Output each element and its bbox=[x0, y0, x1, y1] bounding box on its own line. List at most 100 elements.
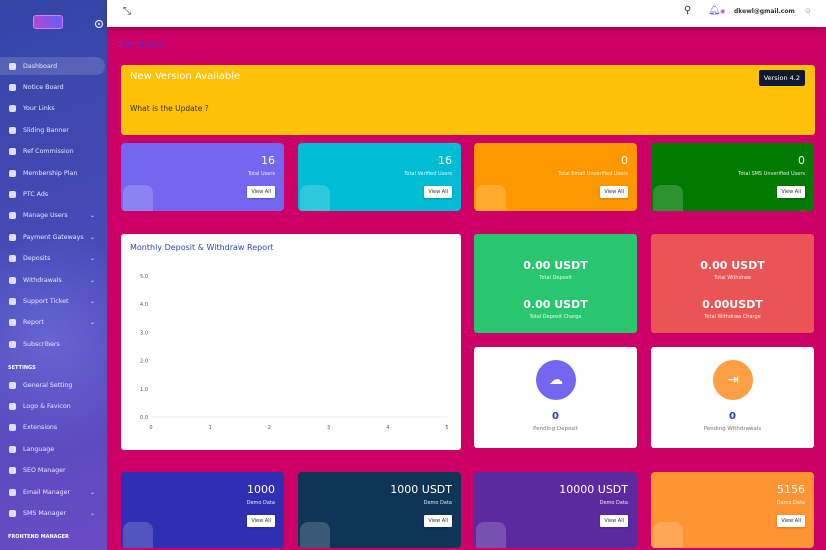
sidebar-item-general-setting[interactable]: General Setting bbox=[0, 376, 105, 394]
sidebar-item-logo-favicon[interactable]: Logo & Favicon bbox=[0, 397, 105, 415]
sidebar-toggle-button[interactable] bbox=[95, 20, 103, 28]
view-all-button[interactable]: View All bbox=[777, 515, 805, 527]
sidebar-item-membership-plan[interactable]: Membership Plan bbox=[0, 164, 105, 182]
sidebar-item-label: SEO Manager bbox=[23, 467, 66, 475]
sidebar-item-report[interactable]: Report ⌄ bbox=[0, 314, 105, 332]
card-label: Total SMS Unverified Users bbox=[738, 171, 805, 177]
demo-card: 5156 Demo Data View All bbox=[651, 472, 814, 548]
sidebar-item-deposits[interactable]: Deposits ⌄ bbox=[0, 250, 105, 268]
globe-icon bbox=[9, 467, 16, 475]
extensions-icon bbox=[9, 424, 16, 432]
sidebar-item-label: Payment Gateways bbox=[23, 233, 84, 241]
stat-card: 0 Total SMS Unverified Users View All bbox=[651, 143, 814, 211]
sidebar-decoration bbox=[0, 230, 107, 450]
sidebar-item-notice-board[interactable]: Notice Board bbox=[0, 78, 105, 96]
search-icon[interactable]: ⚲ bbox=[684, 5, 692, 16]
sidebar-item-label: Logo & Favicon bbox=[23, 402, 71, 410]
version-badge[interactable]: Version 4.2 bbox=[758, 70, 805, 86]
breadcrumb: Dashboard bbox=[121, 40, 165, 49]
users-icon bbox=[123, 185, 153, 211]
mobile-icon bbox=[9, 509, 16, 517]
chevron-down-icon: ⌄ bbox=[89, 276, 95, 284]
card-label: Demo Data bbox=[423, 500, 452, 506]
chevron-down-icon[interactable]: ⊙ bbox=[805, 7, 811, 15]
chevron-down-icon: ⌄ bbox=[89, 297, 95, 305]
sidebar-item-payment-gateways[interactable]: Payment Gateways ⌄ bbox=[0, 228, 105, 246]
y-tick-label: 4.0 bbox=[140, 302, 148, 308]
money-bag-icon bbox=[9, 148, 16, 156]
sidebar-item-support-ticket[interactable]: Support Ticket ⌄ bbox=[0, 292, 105, 310]
users-icon bbox=[9, 212, 16, 220]
sidebar-item-label: General Setting bbox=[23, 381, 73, 389]
pending-withdrawals-card[interactable]: ⇥ 0 Pending Withdrawals bbox=[651, 347, 814, 448]
sidebar-item-subscribers[interactable]: Subscribers bbox=[0, 335, 105, 353]
user-email[interactable]: dkewl@gmail.com bbox=[734, 8, 795, 15]
sidebar-item-withdrawals[interactable]: Withdrawals ⌄ bbox=[0, 271, 105, 289]
sidebar-item-email-manager[interactable]: Email Manager ⌄ bbox=[0, 483, 105, 501]
ticket-icon bbox=[9, 297, 16, 305]
avatar[interactable]: ◉ bbox=[720, 8, 726, 15]
card-value: 1000 bbox=[247, 483, 275, 496]
sidebar-item-your-links[interactable]: Your Links bbox=[0, 100, 105, 118]
view-all-button[interactable]: View All bbox=[424, 186, 452, 198]
envelope-icon bbox=[9, 488, 16, 496]
card-label: Total Verified Users bbox=[404, 171, 452, 177]
card-value: 0 bbox=[621, 154, 628, 167]
card-label: Total Users bbox=[247, 171, 275, 177]
view-all-button[interactable]: View All bbox=[600, 186, 628, 198]
logo[interactable] bbox=[33, 15, 63, 29]
x-tick-label: 1 bbox=[209, 425, 212, 431]
sidebar-item-ref-commission[interactable]: Ref Commission bbox=[0, 143, 105, 161]
sidebar-item-label: Notice Board bbox=[23, 83, 64, 91]
banner-subtitle[interactable]: What is the Update ? bbox=[130, 104, 209, 113]
sidebar-item-label: Withdrawals bbox=[23, 276, 62, 284]
bank-icon bbox=[9, 276, 16, 284]
withdraw-charge-label: Total Withdraw Charge bbox=[704, 314, 761, 320]
chart-card: Monthly Deposit & Withdraw Report 0 1 2 3 4 5… bbox=[121, 234, 461, 450]
sidebar-item-label: Subscribers bbox=[23, 340, 60, 348]
view-all-button[interactable]: View All bbox=[247, 515, 275, 527]
image-icon bbox=[9, 402, 16, 410]
deposit-charge-label: Total Deposit Charge bbox=[529, 314, 582, 320]
view-all-button[interactable]: View All bbox=[424, 515, 452, 527]
link-icon bbox=[9, 190, 16, 198]
sidebar-item-extensions[interactable]: Extensions bbox=[0, 419, 105, 437]
frontend-section-label: FRONTEND MANAGER bbox=[8, 534, 69, 540]
sidebar-item-sms-manager[interactable]: SMS Manager ⌄ bbox=[0, 504, 105, 522]
sidebar-item-dashboard[interactable]: Dashboard bbox=[0, 57, 105, 75]
sidebar-item-seo-manager[interactable]: SEO Manager bbox=[0, 462, 105, 480]
sidebar-item-label: PTC Ads bbox=[23, 190, 49, 198]
list-icon bbox=[9, 319, 16, 327]
pending-deposit-card[interactable]: ☁ 0 Pending Deposit bbox=[474, 347, 637, 448]
envelope-icon bbox=[476, 185, 506, 211]
x-tick-label: 3 bbox=[327, 425, 330, 431]
sidebar-item-ptc-ads[interactable]: PTC Ads bbox=[0, 185, 105, 203]
sidebar-item-label: Your Links bbox=[23, 105, 55, 113]
x-tick-label: 0 bbox=[149, 425, 152, 431]
bell-icon[interactable]: 🔔︎ bbox=[708, 5, 721, 16]
sidebar-item-label: Report bbox=[23, 319, 44, 327]
chevron-down-icon: ⌄ bbox=[89, 509, 95, 517]
coins-icon bbox=[653, 522, 683, 548]
pending-deposit-value: 0 bbox=[552, 411, 559, 422]
plan-icon bbox=[9, 169, 16, 177]
stat-card: 0 Total Email Unverified Users View All bbox=[474, 143, 637, 211]
view-all-button[interactable]: View All bbox=[600, 515, 628, 527]
card-label: Total Email Unverified Users bbox=[557, 171, 628, 177]
sign-out-icon: ⇥ bbox=[713, 360, 753, 400]
view-all-button[interactable]: View All bbox=[777, 186, 805, 198]
y-tick-label: 1.0 bbox=[140, 387, 148, 393]
view-all-button[interactable]: View All bbox=[247, 186, 275, 198]
withdraw-summary-card: 0.00 USDT Total Withdraw 0.00USDT Total … bbox=[651, 234, 814, 333]
total-withdraw-value: 0.00 USDT bbox=[700, 259, 765, 272]
sidebar-item-sliding-banner[interactable]: Sliding Banner bbox=[0, 121, 105, 139]
pending-deposit-label: Pending Deposit bbox=[533, 426, 578, 432]
card-value: 16 bbox=[261, 154, 275, 167]
settings-section-label: SETTINGS bbox=[8, 365, 36, 371]
sidebar-item-language[interactable]: Language bbox=[0, 440, 105, 458]
chevron-down-icon: ⌄ bbox=[89, 255, 95, 263]
collapse-icon[interactable]: ⤡ bbox=[123, 6, 131, 17]
sidebar-item-manage-users[interactable]: Manage Users ⌄ bbox=[0, 207, 105, 225]
deposit-summary-card: 0.00 USDT Total Deposit 0.00 USDT Total … bbox=[474, 234, 637, 333]
chart-title: Monthly Deposit & Withdraw Report bbox=[130, 243, 274, 252]
